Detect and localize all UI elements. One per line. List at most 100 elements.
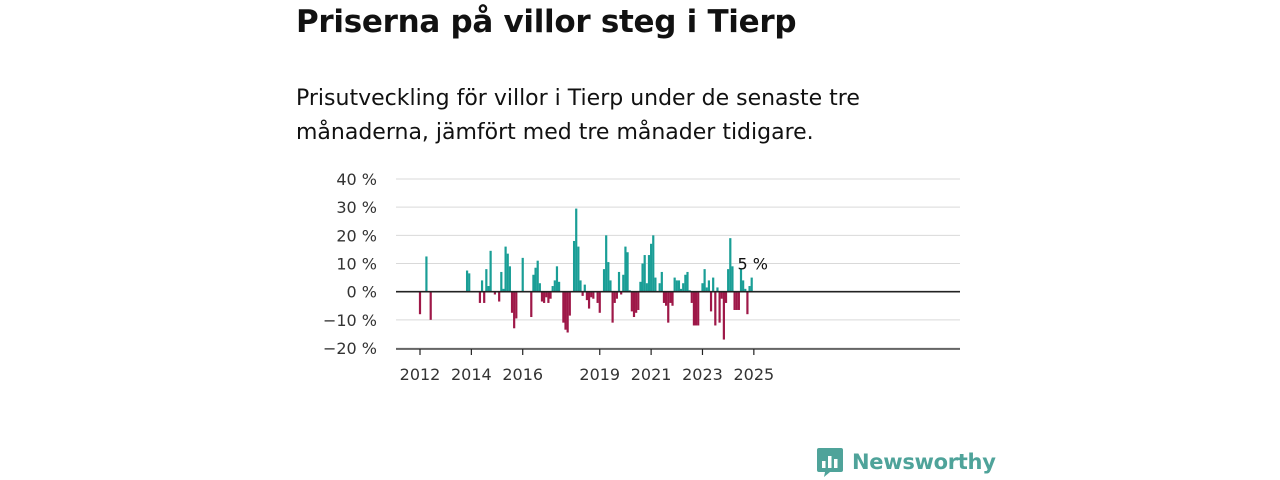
bar-negative	[498, 291, 501, 302]
bar-positive	[673, 277, 676, 292]
bar-negative	[429, 291, 432, 320]
bar-negative	[549, 291, 552, 299]
bar-positive	[617, 271, 621, 292]
x-tick-label: 2016	[502, 365, 543, 384]
bar-negative	[620, 291, 623, 295]
newsworthy-logo: Newsworthy	[816, 446, 996, 478]
bar-negative	[568, 291, 571, 316]
chart-title: Priserna på villor steg i Tierp	[296, 4, 797, 40]
bar-negative	[478, 291, 482, 303]
bar-positive	[729, 238, 732, 292]
bar-positive	[686, 271, 689, 292]
bar-negative	[566, 291, 569, 333]
bar-negative	[592, 291, 595, 299]
bars	[418, 208, 753, 340]
bar-negative	[590, 291, 593, 298]
bar-positive	[679, 288, 683, 292]
bar-negative	[665, 291, 668, 306]
bar-negative	[483, 291, 486, 303]
bar-positive	[538, 283, 541, 292]
x-tick-label: 2025	[733, 365, 774, 384]
bar-positive	[727, 269, 730, 292]
y-tick-label: 20 %	[336, 226, 377, 245]
bar-positive	[536, 260, 539, 292]
bar-negative	[694, 291, 698, 326]
bar-negative	[615, 291, 618, 299]
bar-positive	[500, 271, 503, 292]
bar-positive	[658, 283, 661, 292]
y-tick-labels: 40 % 30 % 20 % 10 % 0 % −10 % −20 %	[323, 170, 377, 358]
bar-negative	[697, 291, 700, 326]
bar-positive	[607, 262, 610, 292]
bar-positive	[739, 269, 743, 292]
bar-positive	[652, 235, 655, 292]
bar-positive	[579, 280, 582, 292]
bar-positive	[487, 286, 490, 292]
bar-positive	[465, 270, 469, 292]
x-axis-group: 2012 2014 2016 2019 2021 2023 2025	[396, 348, 960, 384]
bar-positive	[650, 243, 653, 292]
bar-positive	[643, 255, 646, 292]
bar-negative	[671, 291, 674, 306]
bar-negative	[733, 291, 736, 310]
bar-positive	[682, 283, 685, 292]
bar-positive	[577, 246, 580, 292]
bar-positive	[645, 283, 648, 292]
bar-positive	[744, 288, 747, 292]
bar-positive	[677, 280, 681, 292]
bar-positive	[551, 286, 554, 292]
bar-positive	[605, 235, 608, 292]
y-tick-label: 30 %	[336, 198, 377, 217]
bar-positive	[701, 283, 704, 292]
bar-positive	[748, 286, 751, 292]
bar-positive	[575, 208, 578, 292]
bar-positive	[750, 277, 753, 292]
x-tick-label: 2023	[682, 365, 723, 384]
bar-negative	[669, 291, 672, 303]
bar-negative	[418, 291, 422, 315]
brand-name: Newsworthy	[852, 450, 996, 474]
bar-negative	[630, 291, 633, 312]
bar-positive	[602, 269, 606, 292]
bar-positive	[502, 288, 505, 292]
bar-negative	[667, 291, 670, 323]
bar-negative	[547, 291, 550, 303]
bar-positive	[639, 281, 642, 292]
bar-negative	[545, 291, 548, 298]
bar-negative	[737, 291, 740, 310]
bar-negative	[515, 291, 518, 319]
bar-positive	[521, 257, 524, 292]
bar-positive	[555, 266, 559, 292]
bar-negative	[540, 291, 544, 302]
bar-positive	[641, 263, 644, 292]
bar-negative	[637, 291, 640, 310]
bar-positive	[485, 269, 488, 292]
bar-positive	[583, 284, 586, 292]
bar-negative	[530, 291, 533, 318]
bar-positive	[622, 274, 625, 292]
x-tick-label: 2014	[451, 365, 492, 384]
bar-negative	[662, 291, 666, 303]
bar-negative	[613, 291, 616, 303]
bar-negative	[735, 291, 738, 310]
y-tick-label: 10 %	[336, 255, 377, 274]
bar-positive	[504, 246, 507, 292]
bar-positive	[572, 240, 576, 292]
bar-negative	[598, 291, 601, 313]
bar-positive	[742, 280, 745, 292]
grid-lines	[396, 178, 960, 349]
x-tick-label: 2021	[631, 365, 672, 384]
bar-negative	[722, 291, 725, 340]
bar-positive	[609, 280, 612, 292]
y-tick-label: 40 %	[336, 170, 377, 189]
bar-positive	[684, 274, 687, 292]
y-tick-label: 0 %	[347, 283, 377, 302]
bar-positive	[705, 287, 708, 292]
bar-positive	[425, 256, 428, 292]
chart-subtitle: Prisutveckling för villor i Tierp under …	[296, 86, 860, 145]
bar-positive	[647, 255, 651, 292]
bar-positive	[716, 287, 719, 292]
y-tick-label: −10 %	[323, 311, 377, 330]
bar-negative	[724, 291, 728, 303]
